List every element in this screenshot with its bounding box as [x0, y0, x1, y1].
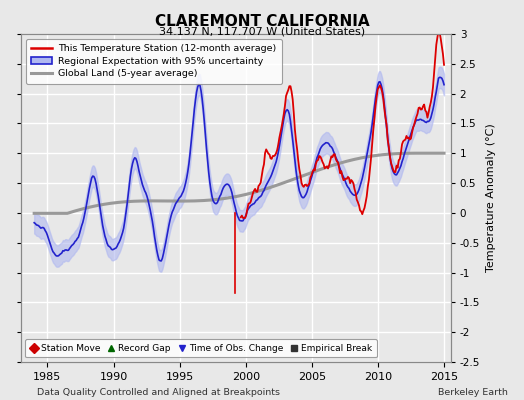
Text: Berkeley Earth: Berkeley Earth [439, 388, 508, 397]
Text: CLAREMONT CALIFORNIA: CLAREMONT CALIFORNIA [155, 14, 369, 29]
Text: Data Quality Controlled and Aligned at Breakpoints: Data Quality Controlled and Aligned at B… [37, 388, 280, 397]
Text: 34.137 N, 117.707 W (United States): 34.137 N, 117.707 W (United States) [159, 26, 365, 36]
Y-axis label: Temperature Anomaly (°C): Temperature Anomaly (°C) [486, 124, 496, 272]
Legend: Station Move, Record Gap, Time of Obs. Change, Empirical Break: Station Move, Record Gap, Time of Obs. C… [26, 340, 377, 358]
